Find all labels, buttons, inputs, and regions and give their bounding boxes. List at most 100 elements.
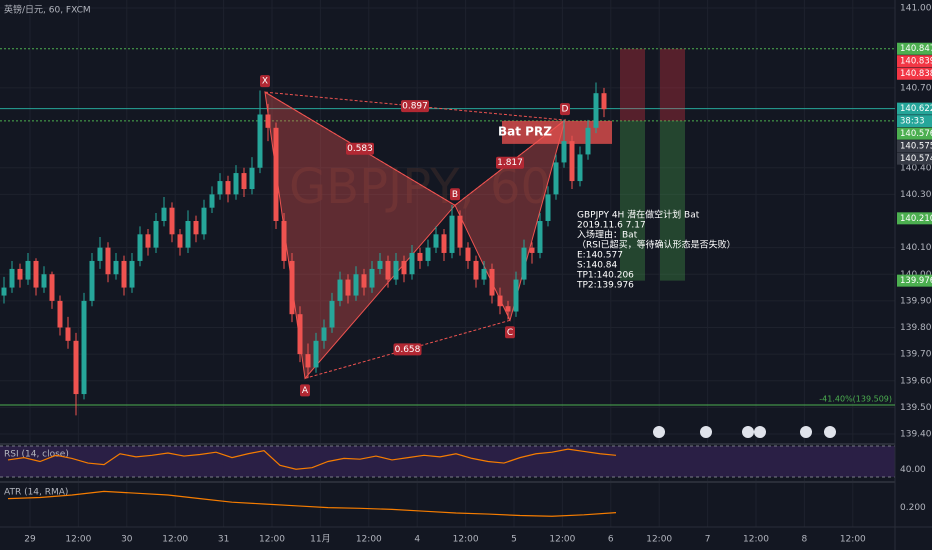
x-tick-label: 6	[608, 535, 614, 545]
price-label: 139.976	[900, 276, 932, 286]
candle-body	[225, 181, 231, 195]
rsi-tick-label: 40.00	[900, 465, 926, 475]
candle-body	[513, 279, 519, 312]
price-label-box	[897, 102, 932, 115]
y-tick-label: 139.900	[900, 296, 932, 306]
candle-body	[281, 221, 287, 261]
candle-body	[193, 221, 199, 235]
candle-body	[521, 247, 527, 280]
x-tick-label: 5	[511, 535, 517, 545]
y-tick-label: 139.600	[900, 376, 932, 386]
price-label-box	[897, 212, 932, 225]
atr-line	[7, 490, 617, 517]
y-tick-label: 139.800	[900, 323, 932, 333]
candle-body	[465, 247, 471, 261]
event-icon[interactable]	[754, 426, 766, 438]
prz-box	[502, 120, 612, 144]
plan-note: （RSI已超买，等待确认形态是否失败）	[577, 239, 736, 251]
candle-body	[473, 260, 479, 280]
candle-body	[217, 181, 223, 195]
x-tick-label: 7	[705, 535, 711, 545]
ratio-label: 0.897	[402, 102, 428, 112]
candle-body	[249, 167, 255, 190]
plan-note: GBPJPY 4H 潜在做空计划 Bat	[577, 209, 700, 221]
event-icon[interactable]	[824, 426, 836, 438]
candle-body	[241, 173, 247, 190]
candle-body	[601, 93, 607, 110]
candle-body	[25, 260, 31, 280]
candle-body	[209, 194, 215, 208]
x-tick-label: 12:00	[743, 535, 769, 545]
x-tick-label: 31	[218, 535, 229, 545]
ratio-box	[393, 343, 422, 356]
candle-body	[273, 127, 279, 221]
x-tick-label: 4	[414, 535, 420, 545]
point-box	[450, 188, 460, 201]
event-icon[interactable]	[800, 426, 812, 438]
candle-body	[505, 306, 511, 312]
price-label-box	[897, 55, 932, 68]
candle-body	[289, 260, 295, 315]
candle-body	[89, 260, 95, 301]
ratio-box	[496, 156, 524, 169]
candle-body	[297, 314, 303, 355]
plan-note: S:140.84	[577, 261, 618, 271]
x-tick-label: 11月	[310, 534, 330, 545]
point-box	[300, 384, 310, 397]
plan-note: TP1:140.206	[576, 271, 634, 281]
x-tick-label: 30	[121, 535, 133, 545]
point-label: X	[262, 77, 268, 87]
x-tick-label: 12:00	[259, 535, 285, 545]
atr-label: ATR (14, RMA)	[4, 488, 68, 498]
candle-body	[177, 234, 183, 248]
candle-body	[385, 260, 391, 280]
price-label-box	[897, 127, 932, 140]
fib-label: -41.40%(139.509)	[819, 394, 892, 403]
event-icon[interactable]	[653, 426, 665, 438]
candle-body	[265, 114, 271, 128]
x-tick-label: 8	[802, 535, 808, 545]
candle-body	[329, 300, 335, 328]
candle-body	[185, 221, 191, 248]
point-box	[260, 75, 270, 88]
candle-body	[57, 300, 63, 328]
stop-zone	[620, 48, 645, 121]
candle-body	[529, 247, 535, 253]
price-label-box	[897, 42, 932, 55]
candle-body	[97, 247, 103, 261]
plan-note: 2019.11.6 7.17	[577, 221, 646, 231]
candle-body	[49, 274, 55, 301]
candle-body	[153, 221, 159, 248]
event-icon[interactable]	[742, 426, 754, 438]
prz-label: Bat PRZ	[498, 124, 552, 138]
ratio-label: 1.817	[497, 158, 523, 168]
price-label: 140.839	[900, 57, 932, 67]
point-box	[560, 103, 570, 116]
candle-body	[569, 141, 575, 182]
symbol-title: 英镑/日元, 60, FXCM	[4, 4, 91, 16]
price-label-box	[897, 274, 932, 287]
price-label: 140.838	[900, 69, 932, 79]
candle-body	[449, 215, 455, 253]
x-tick-label: 29	[24, 535, 36, 545]
x-tick-label: 12:00	[162, 535, 188, 545]
price-label-box	[897, 152, 932, 165]
candle-body	[33, 260, 39, 288]
candle-body	[113, 260, 119, 275]
candle-body	[137, 234, 143, 261]
candle-body	[313, 340, 319, 368]
candle-body	[81, 300, 87, 395]
event-icon[interactable]	[700, 426, 712, 438]
candle-body	[585, 127, 591, 155]
plan-note: E:140.577	[577, 251, 623, 261]
price-label: 140.575	[900, 142, 932, 152]
candle-body	[481, 268, 487, 280]
ratio-box	[346, 142, 374, 155]
price-label: 140.847	[900, 44, 932, 54]
candle-body	[353, 274, 359, 296]
price-label: 140.210	[900, 214, 932, 224]
candle-body	[73, 340, 79, 395]
candle-body	[65, 327, 71, 341]
pane-divider	[0, 443, 895, 445]
